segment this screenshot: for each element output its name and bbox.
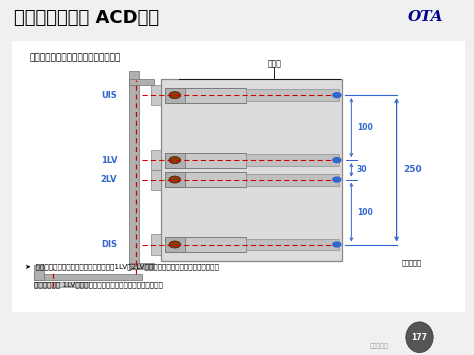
Circle shape — [169, 241, 181, 248]
Bar — [128, 263, 154, 269]
Circle shape — [333, 158, 341, 163]
Bar — [165, 237, 185, 252]
Circle shape — [169, 157, 181, 164]
Text: 隔光板: 隔光板 — [267, 59, 282, 69]
Circle shape — [333, 177, 341, 182]
Text: 1LV: 1LV — [101, 155, 118, 165]
Bar — [35, 274, 142, 280]
Text: DIS: DIS — [101, 240, 118, 249]
Bar — [165, 172, 246, 187]
Text: ➤  调整每一层的隔光板，使隔光板中心线与1LV和2LV的光点中心线一致。如为单光电，则隔: ➤ 调整每一层的隔光板，使隔光板中心线与1LV和2LV的光点中心线一致。如为单光… — [26, 263, 219, 270]
Text: 平层精度调整－ ACD系列: 平层精度调整－ ACD系列 — [14, 9, 159, 27]
Bar — [165, 153, 185, 168]
Bar — [161, 79, 342, 261]
Text: 30: 30 — [357, 165, 367, 174]
Text: 250: 250 — [403, 165, 422, 174]
Text: OTA: OTA — [408, 10, 443, 24]
Bar — [165, 153, 246, 168]
Text: UIS: UIS — [101, 91, 118, 100]
Bar — [246, 89, 339, 101]
Bar — [151, 150, 161, 170]
Circle shape — [406, 322, 433, 353]
Bar — [165, 88, 246, 103]
Bar — [35, 283, 89, 286]
Bar — [165, 88, 185, 103]
Circle shape — [169, 92, 181, 99]
Circle shape — [169, 176, 181, 183]
Bar — [128, 71, 138, 269]
Bar — [165, 237, 246, 252]
Text: 电梯维小保: 电梯维小保 — [370, 343, 389, 349]
Bar — [128, 79, 154, 85]
Text: 100: 100 — [357, 208, 373, 217]
Text: 光板中心线与 1LV的光点一致。此操作将影响电梯的平层精度。: 光板中心线与 1LV的光点一致。此操作将影响电梯的平层精度。 — [26, 281, 164, 288]
Text: 轿顶平层光电和井道插板的安装要求：: 轿顶平层光电和井道插板的安装要求： — [30, 53, 121, 62]
Circle shape — [333, 93, 341, 98]
Bar — [165, 172, 185, 187]
Text: 单位：毫米: 单位：毫米 — [401, 260, 421, 266]
Bar — [246, 239, 339, 251]
Circle shape — [333, 242, 341, 247]
Text: 2LV: 2LV — [101, 175, 118, 184]
Bar — [151, 85, 161, 105]
Text: 177: 177 — [411, 333, 428, 342]
FancyBboxPatch shape — [7, 38, 469, 315]
Bar — [246, 174, 339, 186]
Bar — [246, 154, 339, 166]
Text: 100: 100 — [357, 123, 373, 132]
Bar — [151, 170, 161, 190]
Bar — [35, 265, 45, 280]
Bar — [151, 234, 161, 255]
